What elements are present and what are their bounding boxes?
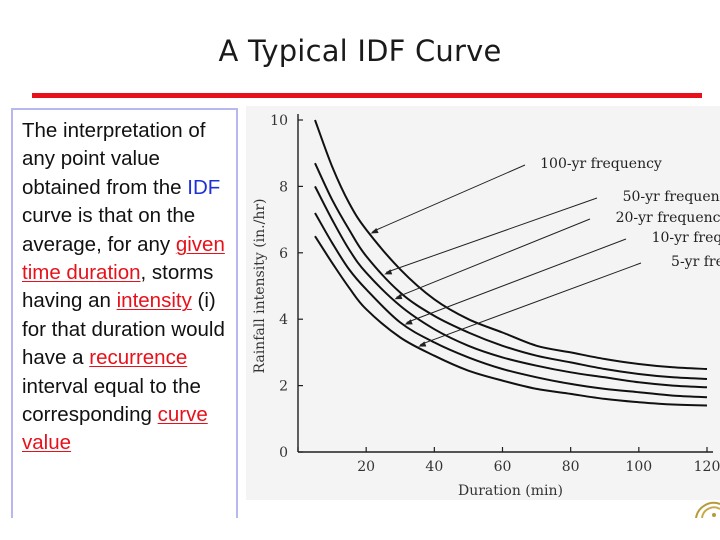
idf-term: IDF xyxy=(187,175,221,199)
annotation-arrowhead xyxy=(418,341,427,347)
y-tick-label: 4 xyxy=(279,312,288,328)
explanation-text-5: interval equal to the corresponding xyxy=(22,374,201,427)
y-tick-label: 8 xyxy=(279,179,288,195)
series-line-2 xyxy=(314,162,708,380)
x-tick-label: 60 xyxy=(494,459,512,475)
seal-logo xyxy=(695,501,720,518)
annotation-leader xyxy=(420,262,642,346)
explanation-panel xyxy=(11,108,238,518)
explanation-text: The interpretation of any point value ob… xyxy=(22,117,236,458)
idf-chart-area: 0 2 4 6 8 10 20 40 60 80 100 120 Duration (min) Rainf… xyxy=(246,106,720,500)
series-line-3 xyxy=(314,185,708,389)
idf-chart: 0 2 4 6 8 10 20 40 60 80 100 120 Duration (min) Rainf… xyxy=(252,113,720,499)
series-line-1 xyxy=(314,119,708,370)
annotation-arrowhead xyxy=(384,269,393,275)
x-tick-label: 80 xyxy=(562,459,580,475)
series-annotation: 5-yr frequency xyxy=(671,254,720,270)
explanation-text-3: , storms having an xyxy=(22,261,214,313)
series-annotation: 50-yr frequency xyxy=(623,189,720,205)
y-axis-title: Rainfall intensity (in./hr) xyxy=(252,199,268,374)
y-tick-label: 0 xyxy=(279,445,288,461)
x-tick-label: 100 xyxy=(625,459,652,475)
explanation-text-4: (i) for that duration would have a xyxy=(22,289,225,370)
series-line-4 xyxy=(314,212,708,399)
x-axis-title: Duration (min) xyxy=(458,483,563,499)
series-annotation: 20-yr frequency xyxy=(616,210,720,226)
annotation-leader xyxy=(396,218,591,298)
x-tick-label: 120 xyxy=(694,459,720,475)
y-tick-label: 6 xyxy=(279,246,288,262)
explanation-text-2: curve is that on the average, for any xyxy=(22,204,196,256)
recurrence-term: recurrence xyxy=(89,346,188,370)
curve-value-term: curve value xyxy=(22,403,208,455)
given-time-duration-term: given time duration xyxy=(22,232,225,285)
series-line-5 xyxy=(314,235,708,407)
x-tick-label: 40 xyxy=(425,459,443,475)
x-tick-label: 20 xyxy=(357,459,375,475)
series-annotation: 100-yr frequency xyxy=(540,156,662,172)
series-annotation: 10-yr frequency xyxy=(652,230,720,246)
annotation-arrowhead xyxy=(370,228,379,234)
annotation-leader xyxy=(406,238,627,323)
annotation-arrowhead xyxy=(404,319,413,325)
explanation-text-1: The interpretation of any point value ob… xyxy=(22,119,206,199)
intensity-term: intensity xyxy=(116,289,192,313)
y-tick-label: 10 xyxy=(270,113,288,129)
y-tick-label: 2 xyxy=(279,379,288,395)
title-divider xyxy=(32,93,702,98)
annotation-leader xyxy=(386,197,598,273)
slide-title: A Typical IDF Curve xyxy=(218,34,502,68)
annotation-leader xyxy=(372,164,526,233)
annotation-arrowhead xyxy=(394,293,403,300)
